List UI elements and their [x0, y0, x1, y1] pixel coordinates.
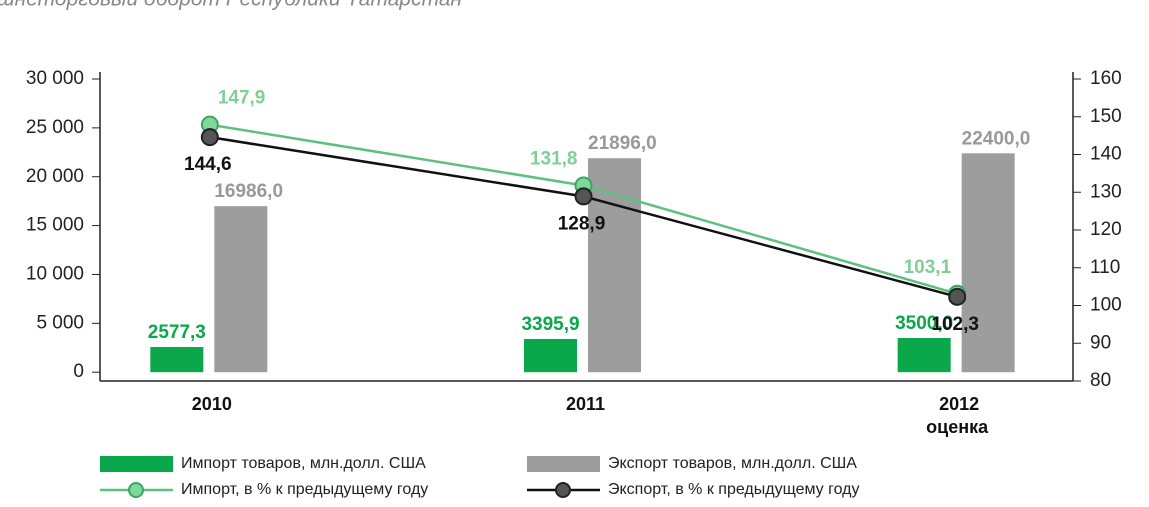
y2-tick-label: 80	[1090, 370, 1111, 391]
value-label: 3395,9	[521, 314, 579, 335]
value-label: 131,8	[530, 148, 578, 169]
value-label: 22400,0	[962, 128, 1031, 149]
legend-label: Импорт товаров, млн.долл. США	[181, 455, 426, 472]
point	[200, 128, 219, 147]
bar	[214, 206, 268, 373]
x-note: оценка	[926, 417, 989, 437]
value-label: 21896,0	[588, 133, 657, 154]
point	[574, 187, 593, 206]
value-label: 2577,3	[148, 322, 206, 343]
legend-swatch	[100, 456, 173, 472]
y2-tick-label: 160	[1090, 68, 1122, 89]
value-label: 16986,0	[214, 181, 283, 202]
y2-tick-label: 150	[1090, 106, 1122, 127]
y2-tick-label: 130	[1090, 181, 1122, 202]
legend-swatch	[555, 482, 571, 498]
bar	[897, 337, 951, 373]
y-tick-label: 15 000	[26, 215, 84, 236]
legend-swatch	[128, 482, 144, 498]
value-label: 3500,0	[895, 313, 953, 334]
y-tick-label: 5 000	[36, 312, 84, 333]
y2-tick-label: 100	[1090, 295, 1122, 316]
x-tick-label: 2012	[939, 394, 979, 414]
point	[948, 287, 967, 306]
value-label: 103,1	[904, 257, 952, 278]
legend-label: Импорт, в % к предыдущему году	[181, 481, 428, 498]
y-tick-label: 10 000	[26, 263, 84, 284]
value-label: 147,9	[218, 88, 266, 109]
y-tick-label: 20 000	[26, 166, 84, 187]
y-tick-label: 0	[73, 361, 84, 382]
y2-tick-label: 90	[1090, 332, 1111, 353]
y-tick-label: 30 000	[26, 68, 84, 89]
bar	[150, 347, 204, 373]
line	[209, 123, 958, 295]
y-tick-label: 25 000	[26, 117, 84, 138]
legend-swatch	[527, 456, 600, 472]
value-label: 128,9	[558, 213, 606, 234]
y2-tick-label: 110	[1090, 257, 1120, 278]
legend-label: Экспорт товаров, млн.долл. США	[608, 455, 857, 472]
x-tick-label: 2010	[192, 394, 232, 414]
y2-tick-label: 140	[1090, 144, 1122, 165]
chart-title: Внешнеторговый оборот Республики Татарст…	[0, 0, 463, 11]
value-label: 144,6	[184, 154, 232, 175]
bar	[961, 153, 1015, 373]
legend-label: Экспорт, в % к предыдущему году	[608, 481, 859, 498]
bar	[524, 339, 577, 373]
x-tick-label: 2011	[566, 394, 605, 414]
value-label: 102,3	[931, 314, 979, 335]
y2-tick-label: 120	[1090, 219, 1122, 240]
